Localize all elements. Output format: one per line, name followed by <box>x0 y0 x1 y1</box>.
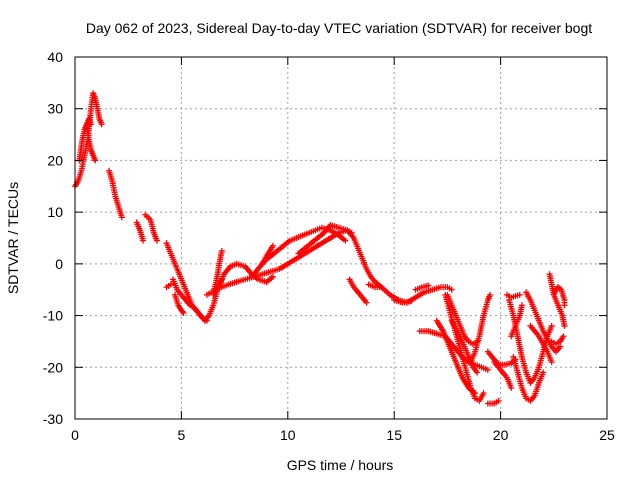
y-tick-label: 20 <box>47 152 63 168</box>
series-track-33 <box>506 297 555 386</box>
x-tick-label: 5 <box>178 427 186 443</box>
series-track-19 <box>365 281 385 291</box>
series-track-10 <box>163 281 174 291</box>
series-track-35 <box>523 289 564 355</box>
series-track-6 <box>142 211 160 244</box>
series-track-38 <box>550 284 568 309</box>
tick-labels: 0 5 10 15 20 25 -30 -20 -10 0 10 20 30 40 <box>43 49 615 443</box>
series-track-9 <box>172 291 187 316</box>
y-axis-label: SDTVAR / TECUs <box>5 182 21 294</box>
data-point <box>269 242 276 249</box>
data-point <box>98 121 105 128</box>
y-tick-label: -30 <box>43 411 63 427</box>
data-point <box>480 390 487 397</box>
data-point <box>474 369 481 376</box>
series-track-16 <box>259 242 276 267</box>
data-point <box>92 157 99 164</box>
series-track-14 <box>216 260 276 288</box>
data-point <box>561 322 568 329</box>
data-point <box>557 343 564 350</box>
data-point <box>153 237 160 244</box>
data-point <box>484 366 491 373</box>
series-track-3 <box>83 121 99 164</box>
series-track-20 <box>391 297 415 306</box>
series-track-31 <box>503 291 523 301</box>
data-point <box>548 359 555 366</box>
data-point <box>218 247 225 254</box>
grid <box>75 57 607 419</box>
series-track-26 <box>448 317 481 376</box>
data-point <box>269 273 276 280</box>
y-tick-label: -10 <box>43 308 63 324</box>
x-axis-label: GPS time / hours <box>287 457 394 473</box>
y-tick-label: 10 <box>47 204 63 220</box>
series-track-15 <box>248 224 349 280</box>
series-track-28 <box>484 397 502 407</box>
data-point <box>516 291 523 298</box>
data-point <box>548 322 555 329</box>
series-track-34 <box>510 353 547 404</box>
series-track-39 <box>548 333 567 348</box>
data-point <box>486 291 493 298</box>
y-tick-label: 40 <box>47 49 63 65</box>
data-point <box>140 237 147 244</box>
series-track-25 <box>444 291 481 348</box>
series-track-4 <box>106 167 125 221</box>
series-track-5 <box>133 219 147 244</box>
series-track-8 <box>169 276 210 324</box>
axis-ticks <box>74 56 608 420</box>
y-tick-label: 30 <box>47 101 63 117</box>
x-tick-label: 10 <box>280 427 296 443</box>
series-track-17 <box>295 222 455 306</box>
data-point <box>203 317 210 324</box>
data-point <box>342 237 349 244</box>
data-point <box>408 298 415 305</box>
data-point <box>472 390 479 397</box>
series-track-27 <box>467 291 493 366</box>
data-point <box>560 333 567 340</box>
series-track-36 <box>527 322 555 366</box>
data-points <box>72 90 568 407</box>
data-point <box>179 308 186 315</box>
series-track-13 <box>212 227 355 293</box>
data-point <box>495 397 502 404</box>
data-point <box>363 299 370 306</box>
data-point <box>508 384 515 391</box>
data-point <box>425 282 432 289</box>
x-tick-label: 20 <box>493 427 509 443</box>
data-point <box>518 302 525 309</box>
data-point <box>118 214 125 221</box>
series-track-30 <box>491 359 515 391</box>
series-track-18 <box>346 276 370 306</box>
chart-title: Day 062 of 2023, Sidereal Day-to-day VTE… <box>86 20 592 36</box>
series-track-21 <box>412 282 432 293</box>
x-tick-label: 0 <box>71 427 79 443</box>
data-point <box>378 284 385 291</box>
data-point <box>540 369 547 376</box>
series-track-24 <box>433 317 479 397</box>
plot-frame <box>74 56 608 420</box>
data-point <box>448 286 455 293</box>
y-tick-label: 0 <box>55 256 63 272</box>
x-tick-label: 25 <box>599 427 615 443</box>
y-tick-label: -20 <box>43 359 63 375</box>
data-point <box>180 309 187 316</box>
data-point <box>167 281 174 288</box>
x-tick-label: 15 <box>386 427 402 443</box>
data-point <box>561 302 568 309</box>
